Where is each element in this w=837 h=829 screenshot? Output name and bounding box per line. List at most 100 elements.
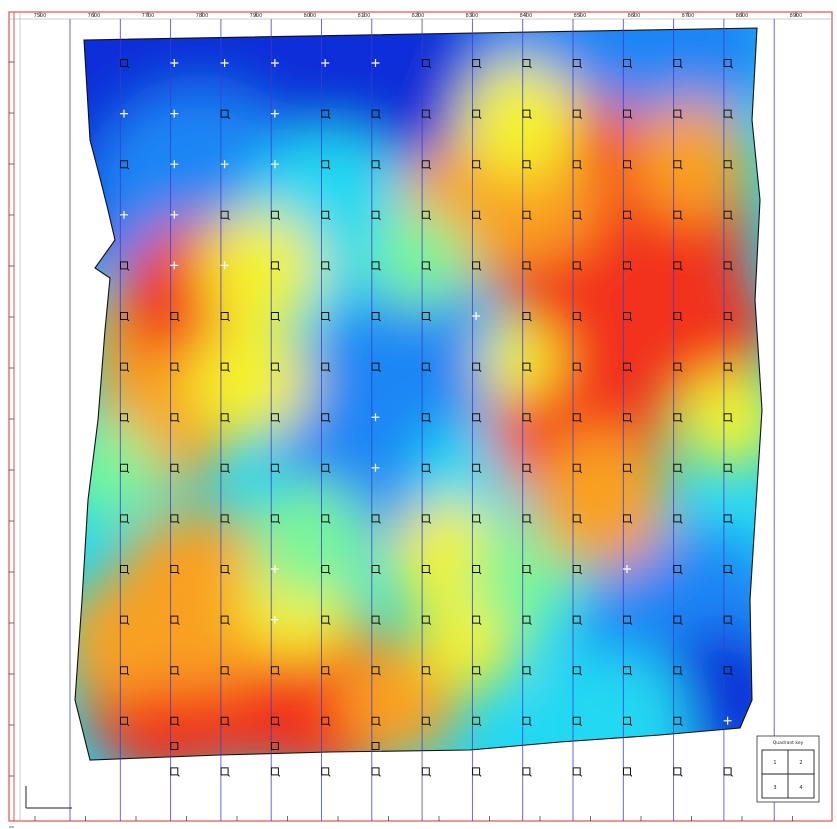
square-marker-icon: [321, 312, 331, 322]
square-marker-icon: [421, 565, 432, 575]
square-marker-icon: [421, 261, 432, 271]
square-marker-icon: [120, 463, 130, 474]
square-marker-icon: [371, 767, 381, 777]
square-marker-icon: [723, 109, 733, 119]
cross-marker-icon: [220, 160, 229, 169]
tick-label: 8200: [412, 13, 425, 19]
cross-marker-icon: [371, 413, 380, 422]
square-marker-icon: [522, 615, 532, 625]
square-marker-icon: [723, 261, 733, 271]
square-marker-icon: [572, 210, 583, 221]
square-marker-icon: [270, 463, 281, 474]
tick-label: 7600: [88, 13, 101, 19]
square-marker-icon: [421, 109, 432, 119]
quadrant-legend: Quadrant key 1 2 3 4: [756, 735, 820, 803]
legend-cell: 3: [773, 785, 776, 791]
square-marker-icon: [572, 716, 583, 727]
square-marker-icon: [421, 716, 432, 727]
square-marker-icon: [170, 362, 180, 372]
square-marker-icon: [321, 716, 331, 727]
square-marker-icon: [371, 615, 381, 625]
square-marker-icon: [723, 615, 733, 625]
tick-label: 7900: [250, 13, 263, 19]
heat-blob: [75, 420, 160, 520]
square-marker-icon: [220, 767, 230, 777]
square-marker-icon: [321, 565, 331, 575]
tick-label: 7500: [34, 13, 47, 19]
square-marker-icon: [572, 666, 583, 676]
square-marker-icon: [220, 210, 230, 221]
square-marker-icon: [472, 666, 482, 676]
square-marker-icon: [421, 514, 432, 524]
square-marker-icon: [522, 59, 532, 69]
square-marker-icon: [321, 463, 331, 474]
square-marker-icon: [120, 514, 130, 524]
tick-label: 8800: [736, 13, 749, 19]
square-marker-icon: [321, 160, 331, 170]
square-marker-icon: [120, 666, 130, 676]
square-marker-icon: [421, 615, 432, 625]
tick-label: 8900: [790, 13, 803, 19]
tick-label: 8600: [628, 13, 641, 19]
cross-marker-icon: [170, 210, 179, 219]
square-marker-icon: [723, 463, 733, 474]
square-marker-icon: [170, 413, 180, 423]
square-marker-icon: [572, 109, 583, 119]
square-marker-icon: [623, 463, 633, 474]
square-marker-icon: [270, 666, 281, 676]
square-marker-icon: [220, 615, 230, 625]
square-marker-icon: [170, 742, 179, 750]
square-marker-icon: [572, 615, 583, 625]
square-marker-icon: [673, 615, 683, 625]
heat-blob: [190, 320, 310, 440]
square-marker-icon: [673, 59, 683, 69]
cross-marker-icon: [270, 109, 279, 118]
square-marker-icon: [220, 362, 230, 372]
heat-blob: [250, 480, 370, 600]
legend-title: Quadrant key: [773, 740, 804, 746]
square-marker-icon: [522, 767, 532, 777]
square-marker-icon: [421, 413, 432, 423]
square-marker-icon: [371, 362, 381, 372]
tick-label: 8700: [682, 13, 695, 19]
square-marker-icon: [120, 716, 130, 727]
map-frame: [8, 11, 833, 822]
square-marker-icon: [421, 767, 432, 777]
cross-marker-icon: [723, 716, 732, 725]
legend-cell: 4: [799, 785, 802, 791]
square-marker-icon: [623, 210, 633, 221]
bottom-axis: [34, 816, 793, 821]
square-marker-icon: [522, 514, 532, 524]
square-marker-icon: [522, 716, 532, 727]
square-marker-icon: [572, 312, 583, 322]
square-marker-icon: [572, 514, 583, 524]
square-marker-icon: [321, 767, 331, 777]
left-axis: [9, 61, 14, 828]
square-marker-icon: [321, 362, 331, 372]
square-marker-icon: [371, 565, 381, 575]
square-marker-icon: [623, 413, 633, 423]
square-marker-icon: [371, 716, 381, 727]
square-marker-icon: [572, 362, 583, 372]
square-marker-icon: [321, 615, 331, 625]
square-marker-icon: [421, 666, 432, 676]
square-marker-icon: [673, 413, 683, 423]
cross-marker-icon: [120, 210, 128, 219]
square-marker-icon: [472, 716, 482, 727]
square-marker-icon: [723, 160, 733, 170]
heat-blob: [530, 430, 670, 570]
square-marker-icon: [371, 210, 381, 221]
square-marker-icon: [723, 767, 733, 777]
tick-label: 8000: [304, 13, 317, 19]
cross-marker-icon: [270, 615, 279, 624]
square-marker-icon: [371, 109, 381, 119]
square-marker-icon: [371, 160, 381, 170]
square-marker-icon: [522, 160, 532, 170]
heat-blob: [620, 28, 762, 120]
square-marker-icon: [120, 413, 130, 423]
square-marker-icon: [572, 565, 583, 575]
cross-marker-icon: [371, 463, 380, 472]
square-marker-icon: [522, 109, 532, 119]
heat-blob: [550, 650, 690, 760]
square-marker-icon: [723, 312, 733, 322]
